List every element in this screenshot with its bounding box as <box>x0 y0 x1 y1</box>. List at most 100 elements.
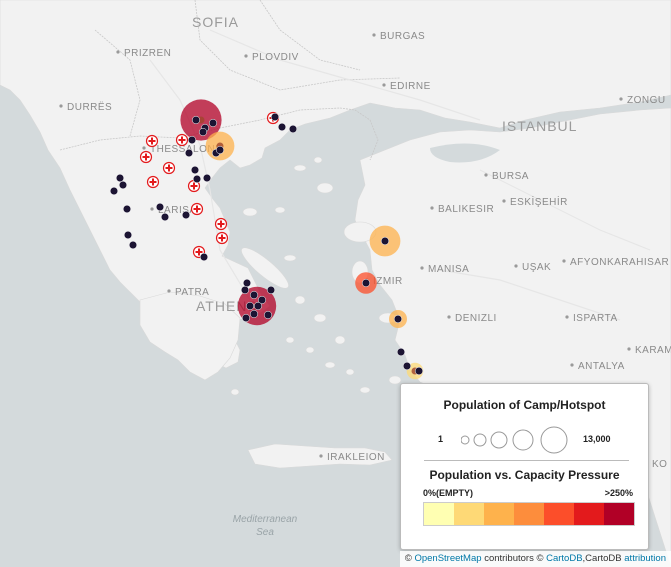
camp-dot[interactable] <box>160 212 170 222</box>
medical-marker[interactable] <box>190 202 204 216</box>
size-circle-5 <box>540 426 568 454</box>
city-label: BURSA <box>492 171 529 182</box>
color-ramp-swatch <box>484 503 514 525</box>
camp-dot[interactable] <box>123 230 133 240</box>
city-dot <box>116 50 120 54</box>
city-label: EDIRNE <box>390 81 431 92</box>
camp-dot[interactable] <box>128 240 138 250</box>
city-label: ISPARTA <box>573 313 618 324</box>
camp-dot[interactable] <box>181 210 191 220</box>
camp-dot[interactable] <box>208 118 218 128</box>
camp-dot[interactable] <box>240 285 250 295</box>
city-dot <box>627 347 631 351</box>
city-dot <box>382 83 386 87</box>
camp-dot[interactable] <box>402 361 412 371</box>
camp-dot[interactable] <box>192 174 202 184</box>
city-dot <box>562 259 566 263</box>
city-label: IRAKLEION <box>327 452 385 463</box>
size-legend-min: 1 <box>438 434 444 444</box>
attribution-copy-2: © <box>536 553 544 564</box>
city-label: ESKİŞEHİR <box>510 195 568 208</box>
cartodb-link[interactable]: CartoDB <box>546 553 583 564</box>
color-legend-max: >250% <box>604 488 633 498</box>
city-label: KO <box>652 459 667 470</box>
camp-dot[interactable] <box>184 148 194 158</box>
city-label: IZMIR <box>373 276 403 287</box>
city-dot <box>502 199 506 203</box>
openstreetmap-link[interactable]: OpenStreetMap <box>414 553 482 564</box>
color-ramp-swatch <box>454 503 484 525</box>
camp-dot[interactable] <box>241 313 251 323</box>
camp-dot[interactable] <box>270 112 280 122</box>
camp-dot[interactable] <box>266 285 276 295</box>
camp-dot[interactable] <box>277 122 287 132</box>
camp-dot[interactable] <box>190 165 200 175</box>
size-circle-4 <box>512 429 534 451</box>
medical-marker[interactable] <box>214 217 228 231</box>
medical-marker[interactable] <box>215 231 229 245</box>
city-dot <box>142 146 146 150</box>
city-label: LARISA <box>158 205 197 216</box>
city-label: SOFIA <box>192 14 239 30</box>
size-circle-2 <box>473 433 487 447</box>
color-ramp-swatch <box>514 503 544 525</box>
city-dot <box>430 206 434 210</box>
medical-marker[interactable] <box>175 133 189 147</box>
camp-dot[interactable] <box>249 290 259 300</box>
city-dot <box>372 33 376 37</box>
camp-dot[interactable] <box>118 180 128 190</box>
camp-dot[interactable] <box>191 115 201 125</box>
city-label: THESSALONI <box>150 144 218 155</box>
camp-dot[interactable] <box>109 186 119 196</box>
size-legend-title: Population of Camp/Hotspot <box>443 398 606 412</box>
city-label: BALIKESIR <box>438 204 494 215</box>
city-label: ISTANBUL <box>502 118 577 134</box>
city-label: PATRA <box>175 287 209 298</box>
attribution-link[interactable]: attribution <box>624 553 666 564</box>
color-ramp <box>423 502 635 526</box>
city-label: KARAMA <box>635 345 671 356</box>
city-dot <box>514 264 518 268</box>
camp-dot[interactable] <box>199 252 209 262</box>
camp-dot[interactable] <box>249 309 259 319</box>
city-dot <box>150 207 154 211</box>
medical-marker[interactable] <box>139 150 153 164</box>
medical-marker[interactable] <box>162 161 176 175</box>
camp-dot[interactable] <box>380 236 390 246</box>
camp-dot[interactable] <box>361 278 371 288</box>
camp-dot[interactable] <box>122 204 132 214</box>
sea-label-sea: Sea <box>256 527 274 538</box>
camp-dot[interactable] <box>242 278 252 288</box>
camp-dot[interactable] <box>155 202 165 212</box>
city-dot <box>244 54 248 58</box>
camp-dot[interactable] <box>198 127 208 137</box>
city-label: ZONGU <box>627 95 666 106</box>
camp-dot[interactable] <box>396 347 406 357</box>
camp-dot[interactable] <box>263 310 273 320</box>
city-dot <box>59 104 63 108</box>
city-labels: SOFIA PRIZREN PLOVDIV BURGAS DURRËS EDIRNE ZON… <box>59 14 671 470</box>
city-dot <box>619 97 623 101</box>
color-legend-min: 0%(EMPTY) <box>423 488 474 498</box>
map-attribution: © OpenStreetMap contributors © CartoDB,C… <box>399 551 671 567</box>
roads <box>149 29 651 321</box>
sea-marmara <box>430 143 500 163</box>
camp-dot[interactable] <box>115 173 125 183</box>
map-legend: Population of Camp/Hotspot 1 13,000 Popu… <box>400 383 649 550</box>
camp-dot[interactable] <box>393 314 403 324</box>
color-ramp-swatch <box>604 503 634 525</box>
medical-marker[interactable] <box>145 134 159 148</box>
camp-dot[interactable] <box>253 301 263 311</box>
medical-marker[interactable] <box>146 175 160 189</box>
city-label: BURGAS <box>380 31 425 42</box>
size-circle-3 <box>490 431 508 449</box>
camp-dot[interactable] <box>414 366 424 376</box>
camp-dot[interactable] <box>202 173 212 183</box>
camp-dot[interactable] <box>215 145 225 155</box>
size-legend-circles <box>461 426 568 454</box>
camp-dot[interactable] <box>288 124 298 134</box>
camp-dot[interactable] <box>245 301 255 311</box>
camp-dot[interactable] <box>187 135 197 145</box>
camp-dot[interactable] <box>257 295 267 305</box>
